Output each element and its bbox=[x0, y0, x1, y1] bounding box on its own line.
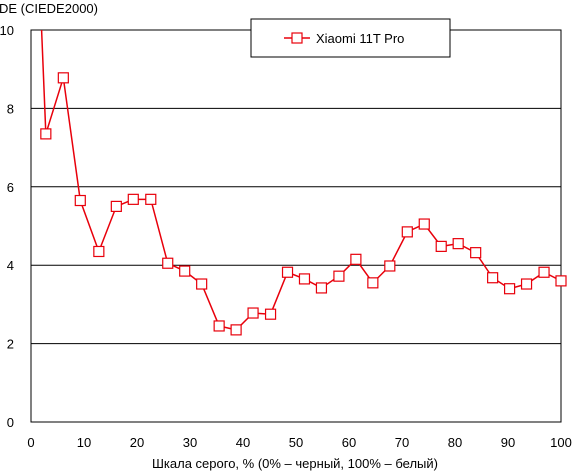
data-point bbox=[520, 278, 533, 290]
data-point bbox=[247, 307, 259, 319]
data-point bbox=[333, 270, 345, 282]
plot-area bbox=[30, 29, 562, 423]
data-point bbox=[110, 200, 122, 212]
data-point bbox=[162, 257, 174, 269]
data-point bbox=[127, 193, 139, 205]
data-point bbox=[503, 283, 516, 295]
data-point bbox=[452, 238, 464, 250]
data-point bbox=[418, 218, 430, 230]
data-point bbox=[315, 282, 328, 294]
legend-label: Xiaomi 11T Pro bbox=[316, 31, 404, 46]
data-point bbox=[93, 245, 105, 258]
data-point bbox=[230, 324, 242, 336]
data-point bbox=[487, 272, 499, 284]
x-tick-label: 60 bbox=[342, 435, 356, 450]
y-tick-labels: 0 2 4 6 8 10 bbox=[0, 23, 14, 430]
grid-lines bbox=[31, 107, 561, 345]
y-tick-label: 0 bbox=[7, 415, 14, 430]
x-tick-label: 0 bbox=[27, 435, 34, 450]
y-tick-label: 2 bbox=[7, 337, 14, 352]
legend: Xiaomi 11T Pro bbox=[250, 18, 451, 58]
data-point bbox=[40, 128, 52, 140]
data-point bbox=[179, 265, 191, 277]
legend-marker bbox=[291, 32, 303, 44]
data-point bbox=[350, 253, 362, 265]
y-tick-label: 8 bbox=[7, 101, 14, 116]
x-axis-title: Шкала серого, % (0% – черный, 100% – бел… bbox=[152, 456, 438, 471]
data-point bbox=[264, 308, 277, 320]
data-point bbox=[435, 240, 447, 252]
x-tick-label: 90 bbox=[501, 435, 515, 450]
data-point bbox=[401, 226, 413, 238]
data-point bbox=[298, 273, 311, 285]
x-tick-label: 70 bbox=[395, 435, 409, 450]
series-layer bbox=[40, 29, 567, 336]
data-point bbox=[384, 260, 396, 272]
y-tick-label: 10 bbox=[0, 23, 14, 38]
y-axis-title: DE (CIEDE2000) bbox=[0, 1, 98, 16]
y-tick-label: 6 bbox=[7, 180, 14, 195]
data-point bbox=[367, 277, 379, 289]
x-tick-label: 50 bbox=[289, 435, 303, 450]
data-point bbox=[213, 320, 225, 332]
y-tick-label: 4 bbox=[7, 258, 14, 273]
x-tick-label: 100 bbox=[550, 435, 572, 450]
x-tick-label: 20 bbox=[130, 435, 144, 450]
x-tick-label: 80 bbox=[448, 435, 462, 450]
data-point bbox=[74, 194, 86, 207]
data-point bbox=[196, 278, 208, 290]
x-tick-label: 10 bbox=[77, 435, 91, 450]
data-point bbox=[555, 275, 567, 287]
data-point bbox=[470, 247, 482, 259]
data-point bbox=[538, 266, 550, 278]
x-tick-label: 40 bbox=[236, 435, 250, 450]
data-point bbox=[281, 266, 294, 278]
x-tick-labels: 0 10 20 30 40 50 60 70 80 90 100 bbox=[27, 435, 571, 450]
data-point bbox=[145, 193, 157, 205]
x-tick-label: 30 bbox=[183, 435, 197, 450]
data-point bbox=[57, 72, 69, 84]
